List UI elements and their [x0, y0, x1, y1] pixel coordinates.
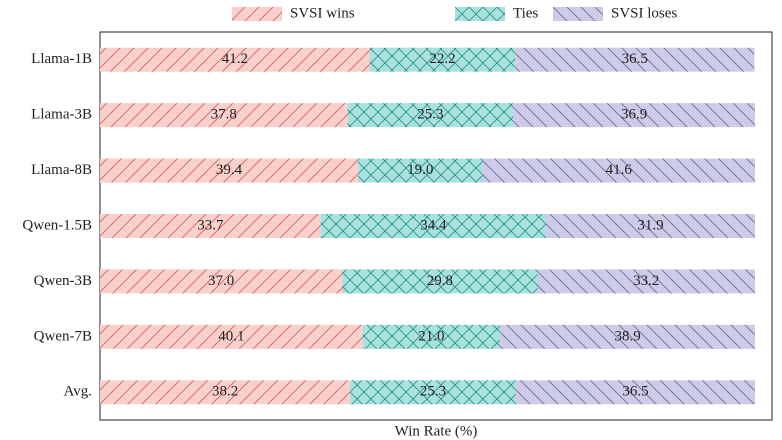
bar-segment [369, 47, 516, 72]
value-label: 36.5 [622, 384, 648, 400]
value-label: 36.9 [621, 107, 647, 123]
value-label: 36.5 [622, 51, 648, 67]
value-label: 19.0 [407, 162, 433, 178]
value-label: 38.9 [614, 328, 640, 344]
bar-segment [537, 269, 755, 294]
y-tick-label: Qwen-3B [34, 273, 92, 289]
value-label: 29.8 [427, 273, 453, 289]
value-label: 31.9 [637, 217, 663, 233]
bar-segment [362, 324, 501, 349]
y-tick-label: Llama-3B [31, 107, 92, 123]
bar-segment [100, 47, 370, 72]
bar-segment [350, 380, 516, 405]
value-label: 25.3 [420, 384, 446, 400]
bar-segment [100, 103, 348, 128]
bar-segment [546, 214, 755, 238]
value-label: 33.7 [197, 217, 224, 233]
bar-segment [513, 103, 755, 128]
y-tick-label: Qwen-1.5B [22, 217, 92, 233]
bar-segment [347, 103, 514, 128]
legend-label: Ties [513, 5, 538, 21]
y-tick-label: Avg. [64, 384, 92, 400]
value-label: 33.2 [633, 273, 659, 289]
legend-label: SVSI wins [290, 5, 355, 21]
bar-segment [100, 324, 363, 349]
bar-segment [100, 380, 351, 405]
bar-segment [100, 269, 343, 294]
value-label: 22.2 [429, 51, 455, 67]
value-label: 41.6 [606, 162, 633, 178]
legend-swatch [455, 7, 505, 21]
y-tick-label: Qwen-7B [34, 328, 92, 344]
legend-swatch [553, 7, 603, 21]
bar-segment [320, 214, 547, 238]
x-axis-label: Win Rate (%) [395, 423, 478, 439]
legend-swatch [232, 7, 282, 21]
bar-segment [500, 324, 755, 349]
bar-segment [515, 380, 755, 405]
legend-label: SVSI loses [611, 5, 677, 21]
value-label: 37.0 [208, 273, 234, 289]
value-label: 25.3 [417, 107, 443, 123]
bar-segment [342, 269, 538, 294]
bar-segment [100, 214, 321, 238]
value-label: 41.2 [222, 51, 248, 67]
value-label: 34.4 [420, 217, 447, 233]
bar-segment [100, 158, 359, 183]
y-tick-label: Llama-1B [31, 51, 92, 67]
bar-segment [515, 47, 755, 72]
value-label: 21.0 [418, 328, 444, 344]
bar-segment [482, 158, 755, 183]
value-label: 40.1 [218, 328, 244, 344]
y-tick-label: Llama-8B [31, 162, 92, 178]
value-label: 39.4 [216, 162, 243, 178]
value-label: 38.2 [212, 384, 238, 400]
value-label: 37.8 [211, 107, 237, 123]
bar-segment [358, 158, 483, 183]
